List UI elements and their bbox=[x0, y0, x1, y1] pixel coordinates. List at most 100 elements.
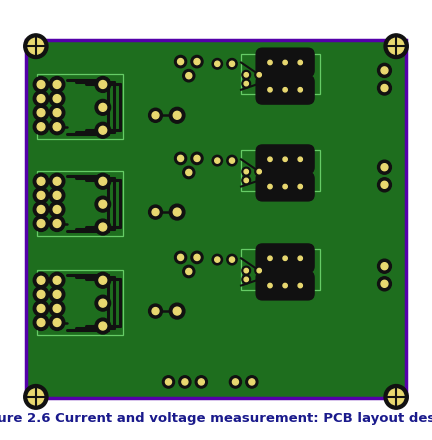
Circle shape bbox=[281, 254, 289, 263]
Bar bbox=[241, 150, 320, 191]
Circle shape bbox=[53, 205, 61, 213]
Bar bbox=[37, 270, 123, 335]
Circle shape bbox=[266, 182, 274, 191]
Circle shape bbox=[244, 169, 248, 174]
Circle shape bbox=[33, 105, 49, 121]
Circle shape bbox=[191, 55, 203, 68]
Circle shape bbox=[266, 254, 274, 263]
Circle shape bbox=[33, 315, 49, 330]
Circle shape bbox=[232, 379, 238, 385]
Circle shape bbox=[33, 173, 49, 189]
Circle shape bbox=[169, 204, 185, 220]
Circle shape bbox=[298, 283, 302, 288]
Circle shape bbox=[244, 178, 248, 183]
Circle shape bbox=[378, 160, 391, 174]
Circle shape bbox=[381, 181, 388, 188]
Circle shape bbox=[169, 303, 185, 319]
Circle shape bbox=[283, 60, 287, 65]
Circle shape bbox=[268, 184, 272, 189]
Circle shape bbox=[53, 109, 61, 117]
Circle shape bbox=[212, 59, 222, 69]
Circle shape bbox=[49, 91, 65, 106]
Circle shape bbox=[33, 91, 49, 106]
Circle shape bbox=[281, 281, 289, 290]
FancyBboxPatch shape bbox=[255, 48, 315, 77]
Circle shape bbox=[384, 34, 408, 59]
Circle shape bbox=[388, 389, 404, 405]
Circle shape bbox=[298, 184, 302, 189]
Circle shape bbox=[244, 73, 248, 77]
Circle shape bbox=[99, 299, 107, 307]
Circle shape bbox=[381, 84, 388, 92]
Circle shape bbox=[53, 123, 61, 131]
Circle shape bbox=[173, 208, 181, 216]
Circle shape bbox=[257, 73, 261, 77]
Circle shape bbox=[99, 81, 107, 88]
Circle shape bbox=[179, 376, 191, 388]
Bar bbox=[241, 249, 320, 290]
Circle shape bbox=[33, 286, 49, 302]
Circle shape bbox=[191, 251, 203, 264]
Circle shape bbox=[212, 254, 222, 265]
Circle shape bbox=[183, 265, 195, 278]
Circle shape bbox=[296, 281, 305, 290]
Circle shape bbox=[95, 122, 111, 138]
Circle shape bbox=[49, 202, 65, 217]
Circle shape bbox=[195, 376, 207, 388]
Circle shape bbox=[255, 167, 264, 176]
Circle shape bbox=[283, 256, 287, 260]
Circle shape bbox=[229, 158, 235, 163]
Circle shape bbox=[152, 308, 159, 315]
Circle shape bbox=[149, 108, 162, 122]
Circle shape bbox=[33, 187, 49, 203]
Circle shape bbox=[378, 63, 391, 77]
Bar bbox=[37, 171, 123, 236]
FancyBboxPatch shape bbox=[255, 243, 315, 273]
Circle shape bbox=[99, 177, 107, 185]
FancyBboxPatch shape bbox=[255, 172, 315, 202]
Circle shape bbox=[281, 58, 289, 67]
Circle shape bbox=[49, 77, 65, 92]
Circle shape bbox=[229, 257, 235, 262]
Circle shape bbox=[169, 107, 185, 123]
Circle shape bbox=[378, 178, 391, 192]
Circle shape bbox=[49, 173, 65, 189]
Circle shape bbox=[53, 304, 61, 312]
Circle shape bbox=[227, 59, 237, 69]
FancyBboxPatch shape bbox=[26, 40, 406, 398]
Circle shape bbox=[378, 81, 391, 95]
Circle shape bbox=[49, 286, 65, 302]
Circle shape bbox=[242, 79, 251, 88]
Circle shape bbox=[381, 263, 388, 270]
Circle shape bbox=[175, 251, 187, 264]
Circle shape bbox=[53, 95, 61, 103]
Circle shape bbox=[53, 276, 61, 284]
Circle shape bbox=[296, 155, 305, 164]
Circle shape bbox=[198, 379, 204, 385]
Circle shape bbox=[384, 385, 408, 409]
Circle shape bbox=[215, 61, 220, 66]
Circle shape bbox=[53, 220, 61, 227]
Circle shape bbox=[186, 73, 192, 79]
Circle shape bbox=[283, 283, 287, 288]
Circle shape bbox=[37, 319, 45, 326]
Circle shape bbox=[49, 216, 65, 231]
Circle shape bbox=[246, 376, 258, 388]
Circle shape bbox=[24, 385, 48, 409]
Circle shape bbox=[95, 272, 111, 288]
Circle shape bbox=[152, 209, 159, 216]
Circle shape bbox=[95, 77, 111, 92]
Circle shape bbox=[95, 219, 111, 235]
Circle shape bbox=[37, 205, 45, 213]
Circle shape bbox=[178, 155, 184, 161]
Circle shape bbox=[49, 272, 65, 288]
Circle shape bbox=[182, 379, 188, 385]
Circle shape bbox=[381, 164, 388, 171]
Circle shape bbox=[178, 59, 184, 65]
Circle shape bbox=[33, 301, 49, 316]
Circle shape bbox=[186, 268, 192, 275]
Circle shape bbox=[244, 277, 248, 282]
Circle shape bbox=[283, 88, 287, 92]
Circle shape bbox=[378, 277, 391, 291]
Circle shape bbox=[229, 376, 241, 388]
